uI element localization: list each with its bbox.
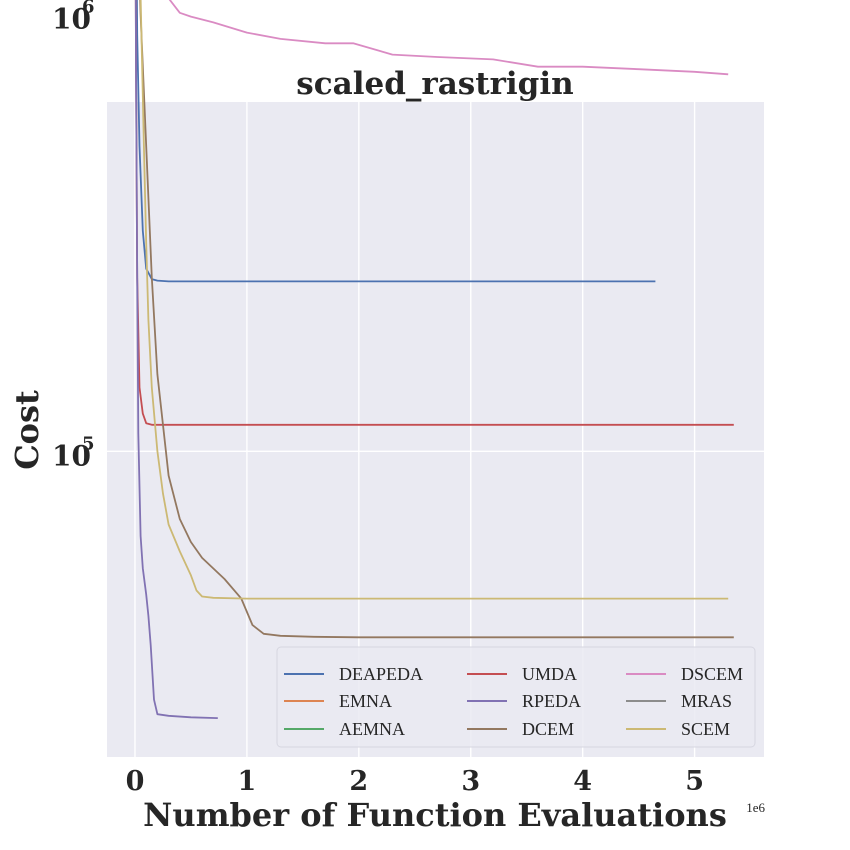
x-tick-label: 5: [685, 766, 704, 797]
legend-label: EMNA: [339, 691, 392, 711]
y-tick-label-exponent: 5: [82, 433, 95, 454]
y-tick-label-base: 10: [52, 3, 91, 36]
legend-label: DSCEM: [681, 664, 743, 684]
legend-label: SCEM: [681, 719, 730, 739]
series-line-deapeda: [136, 0, 656, 283]
series-line-rpeda: [134, 0, 218, 719]
legend-label: AEMNA: [339, 719, 405, 739]
legend-item-scem: SCEM: [626, 719, 730, 739]
legend: DEAPEDA EMNA AEMNA UMDA RPEDA DCEM DSCEM MRAS SC…: [276, 646, 756, 748]
x-offset-label: 1e6: [746, 800, 765, 815]
x-tick-label: 0: [126, 766, 145, 797]
legend-item-emna: EMNA: [284, 691, 392, 711]
series-layer: [134, 0, 734, 719]
y-axis-label: Cost: [8, 390, 46, 470]
y-tick-label-exponent: 6: [82, 0, 95, 18]
legend-label: RPEDA: [522, 691, 581, 711]
x-tick-label: 2: [349, 766, 368, 797]
series-line-dscem: [168, 0, 729, 76]
series-line-scem: [139, 0, 729, 600]
chart-title: scaled_rastrigin: [296, 66, 573, 102]
legend-item-deapeda: DEAPEDA: [284, 664, 423, 684]
series-line-dcem: [139, 0, 734, 639]
y-tick-label-base: 10: [52, 439, 91, 472]
x-axis-label: Number of Function Evaluations: [143, 796, 727, 834]
legend-item-mras: MRAS: [626, 691, 732, 711]
legend-item-rpeda: RPEDA: [467, 691, 581, 711]
legend-label: MRAS: [681, 691, 732, 711]
x-tick-labels: 0 1 2 3 4 5: [126, 766, 704, 797]
x-tick-label: 3: [461, 766, 480, 797]
grid: [107, 13, 764, 757]
legend-label: DCEM: [522, 719, 574, 739]
legend-item-dcem: DCEM: [467, 719, 574, 739]
legend-item-aemna: AEMNA: [284, 719, 405, 739]
legend-item-umda: UMDA: [467, 664, 577, 684]
legend-item-dscem: DSCEM: [626, 664, 743, 684]
x-tick-label: 4: [573, 766, 592, 797]
legend-box: [276, 646, 756, 748]
legend-label: UMDA: [522, 664, 577, 684]
x-tick-label: 1: [238, 766, 257, 797]
legend-label: DEAPEDA: [339, 664, 423, 684]
